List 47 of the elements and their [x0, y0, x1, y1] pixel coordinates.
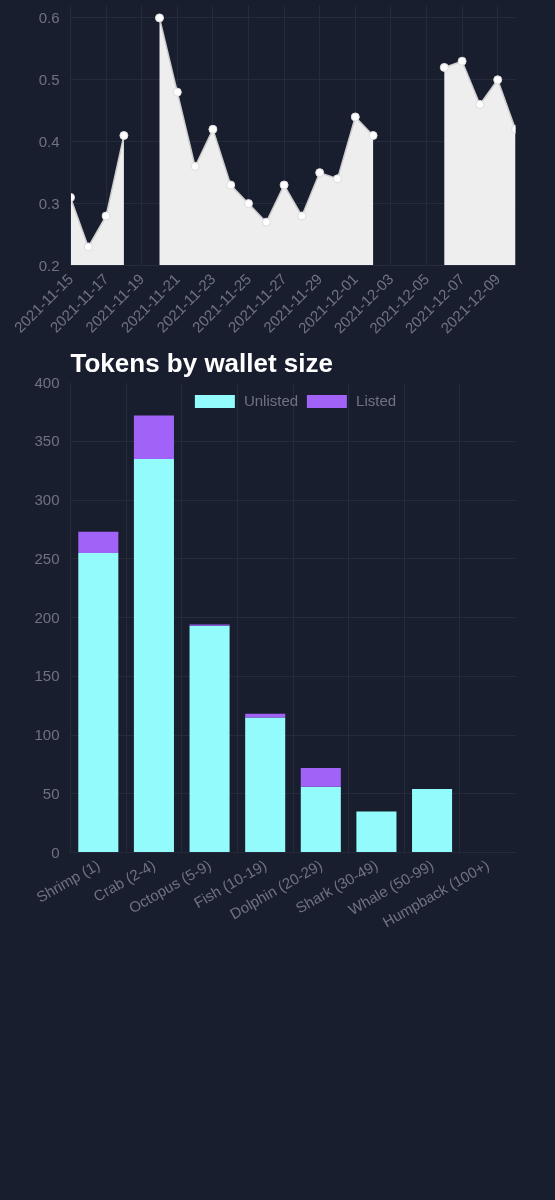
point — [350, 112, 360, 122]
y-tick-label: 0.2 — [38, 256, 60, 274]
point — [475, 100, 485, 110]
y-tick-label: 250 — [34, 549, 60, 567]
y-tick-label: 100 — [34, 726, 60, 743]
legend-label: Unlisted — [243, 392, 299, 409]
y-tick-label: 0.5 — [38, 70, 60, 88]
point — [297, 211, 307, 221]
bar — [300, 786, 341, 853]
bar — [245, 717, 286, 853]
bar — [412, 789, 453, 853]
point — [83, 242, 93, 252]
chart-title: Tokens by wallet size — [70, 347, 334, 378]
point — [226, 180, 236, 190]
point — [101, 211, 111, 221]
y-tick-label: 300 — [34, 491, 60, 508]
point — [244, 199, 253, 209]
y-tick-label: 0.3 — [38, 194, 60, 212]
bar — [356, 811, 397, 853]
y-tick-label: 0.6 — [38, 8, 60, 26]
y-tick-label: 350 — [34, 432, 60, 450]
y-tick-label: 0.4 — [38, 132, 60, 150]
bar — [78, 552, 119, 853]
bar — [133, 458, 174, 853]
point — [368, 131, 378, 140]
legend-label: Listed — [356, 392, 397, 409]
y-tick-label: 150 — [34, 667, 60, 685]
bar — [133, 415, 174, 459]
point — [457, 56, 467, 66]
bar — [300, 767, 341, 787]
point — [315, 168, 325, 178]
y-tick-label: 200 — [34, 608, 60, 626]
point — [119, 131, 129, 140]
point — [261, 217, 271, 227]
bar — [189, 625, 230, 853]
point — [439, 62, 449, 72]
point — [333, 174, 342, 184]
point — [279, 180, 289, 190]
y-tick-label: 0 — [51, 843, 60, 861]
point — [172, 87, 182, 97]
point — [190, 161, 200, 171]
y-tick-label: 50 — [42, 784, 60, 802]
y-tick-label: 400 — [34, 373, 60, 391]
point — [493, 75, 503, 85]
point — [208, 124, 218, 134]
bar — [78, 531, 119, 553]
point — [155, 13, 164, 23]
